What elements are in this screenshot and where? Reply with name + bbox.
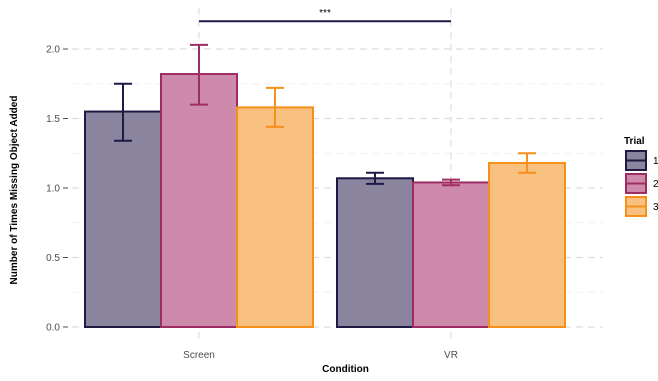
x-tick-label: Screen: [183, 350, 215, 361]
y-tick-label: 1.0: [46, 184, 60, 195]
significance-label: ***: [319, 8, 331, 19]
x-axis-ticks: Screen VR: [183, 350, 458, 361]
y-tick-label: 1.5: [46, 114, 60, 125]
legend-label: 2: [653, 179, 658, 190]
legend-items: 1 2 3: [625, 150, 658, 217]
bar: [236, 106, 314, 328]
legend-title: Trial: [624, 136, 645, 147]
bars: [84, 73, 566, 328]
legend-label: 3: [653, 202, 658, 213]
y-tick-label: 0.5: [46, 253, 60, 264]
bar: [84, 110, 162, 328]
x-tick-label: VR: [444, 350, 458, 361]
legend-label: 1: [653, 156, 658, 167]
y-tick-label: 0.0: [46, 323, 60, 334]
bar: [336, 177, 414, 328]
bar: [412, 181, 490, 328]
significance-annotation: ***: [199, 8, 451, 23]
y-axis-ticks: 0.0 0.5 1.0 1.5 2.0: [46, 45, 68, 334]
legend: Trial 1 2 3: [624, 136, 658, 217]
bar: [488, 161, 566, 328]
y-tick-label: 2.0: [46, 45, 60, 56]
bar: [160, 73, 238, 328]
y-axis-title: Number of Times Missing Object Added: [9, 96, 20, 285]
error-bars: [114, 43, 536, 187]
x-axis-title: Condition: [322, 364, 369, 375]
